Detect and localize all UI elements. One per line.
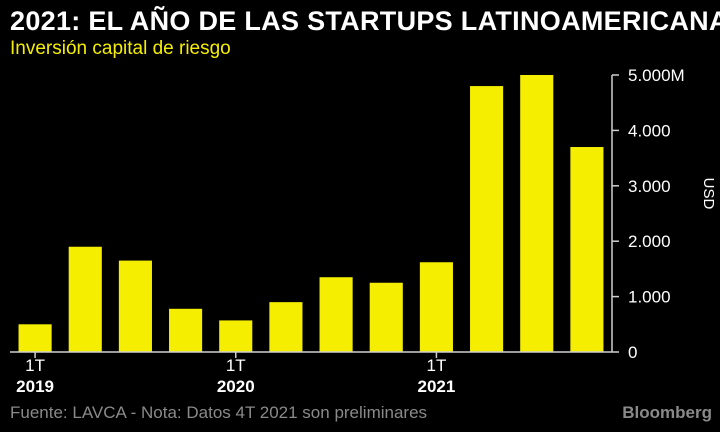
x-axis: 1T 2019 1T 2020 1T 2021 [10,351,612,396]
bar-10 [470,86,504,352]
x-tick-label-quarter: 1T [226,356,246,375]
y-tick-label: 3.000 [628,177,671,196]
bar-3 [118,260,152,352]
bar-9 [419,262,453,352]
x-tick-label-quarter: 1T [426,356,446,375]
bar-7 [319,277,353,352]
y-tick-label: 1.000 [628,288,671,307]
source-note: Fuente: LAVCA - Nota: Datos 4T 2021 son … [10,403,428,422]
x-tick-label-year: 2019 [16,377,54,396]
bloomberg-logo: Bloomberg [622,403,712,422]
chart-subtitle: Inversión capital de riesgo [10,38,231,59]
bars-group [18,75,604,352]
y-tick-label: 4.000 [628,121,671,140]
bar-1 [18,324,52,352]
chart-title: 2021: EL AÑO DE LAS STARTUPS LATINOAMERI… [10,6,720,36]
bar-2 [68,246,102,352]
x-tick-label-year: 2021 [418,377,456,396]
bar-12 [570,147,604,352]
y-tick-label: 2.000 [628,232,671,251]
y-tick-label: 5.000M [628,66,685,85]
bar-4 [169,308,203,352]
y-tick-label: 0 [628,343,637,362]
x-tick-label-quarter: 1T [25,356,45,375]
x-tick-label-year: 2020 [217,377,255,396]
y-axis-label: USD [700,178,717,210]
bar-8 [369,282,403,352]
bar-5 [219,320,253,352]
bar-11 [520,75,554,352]
y-axis: 0 1.000 2.000 3.000 4.000 5.000M USD [611,66,717,362]
bar-6 [269,302,303,352]
